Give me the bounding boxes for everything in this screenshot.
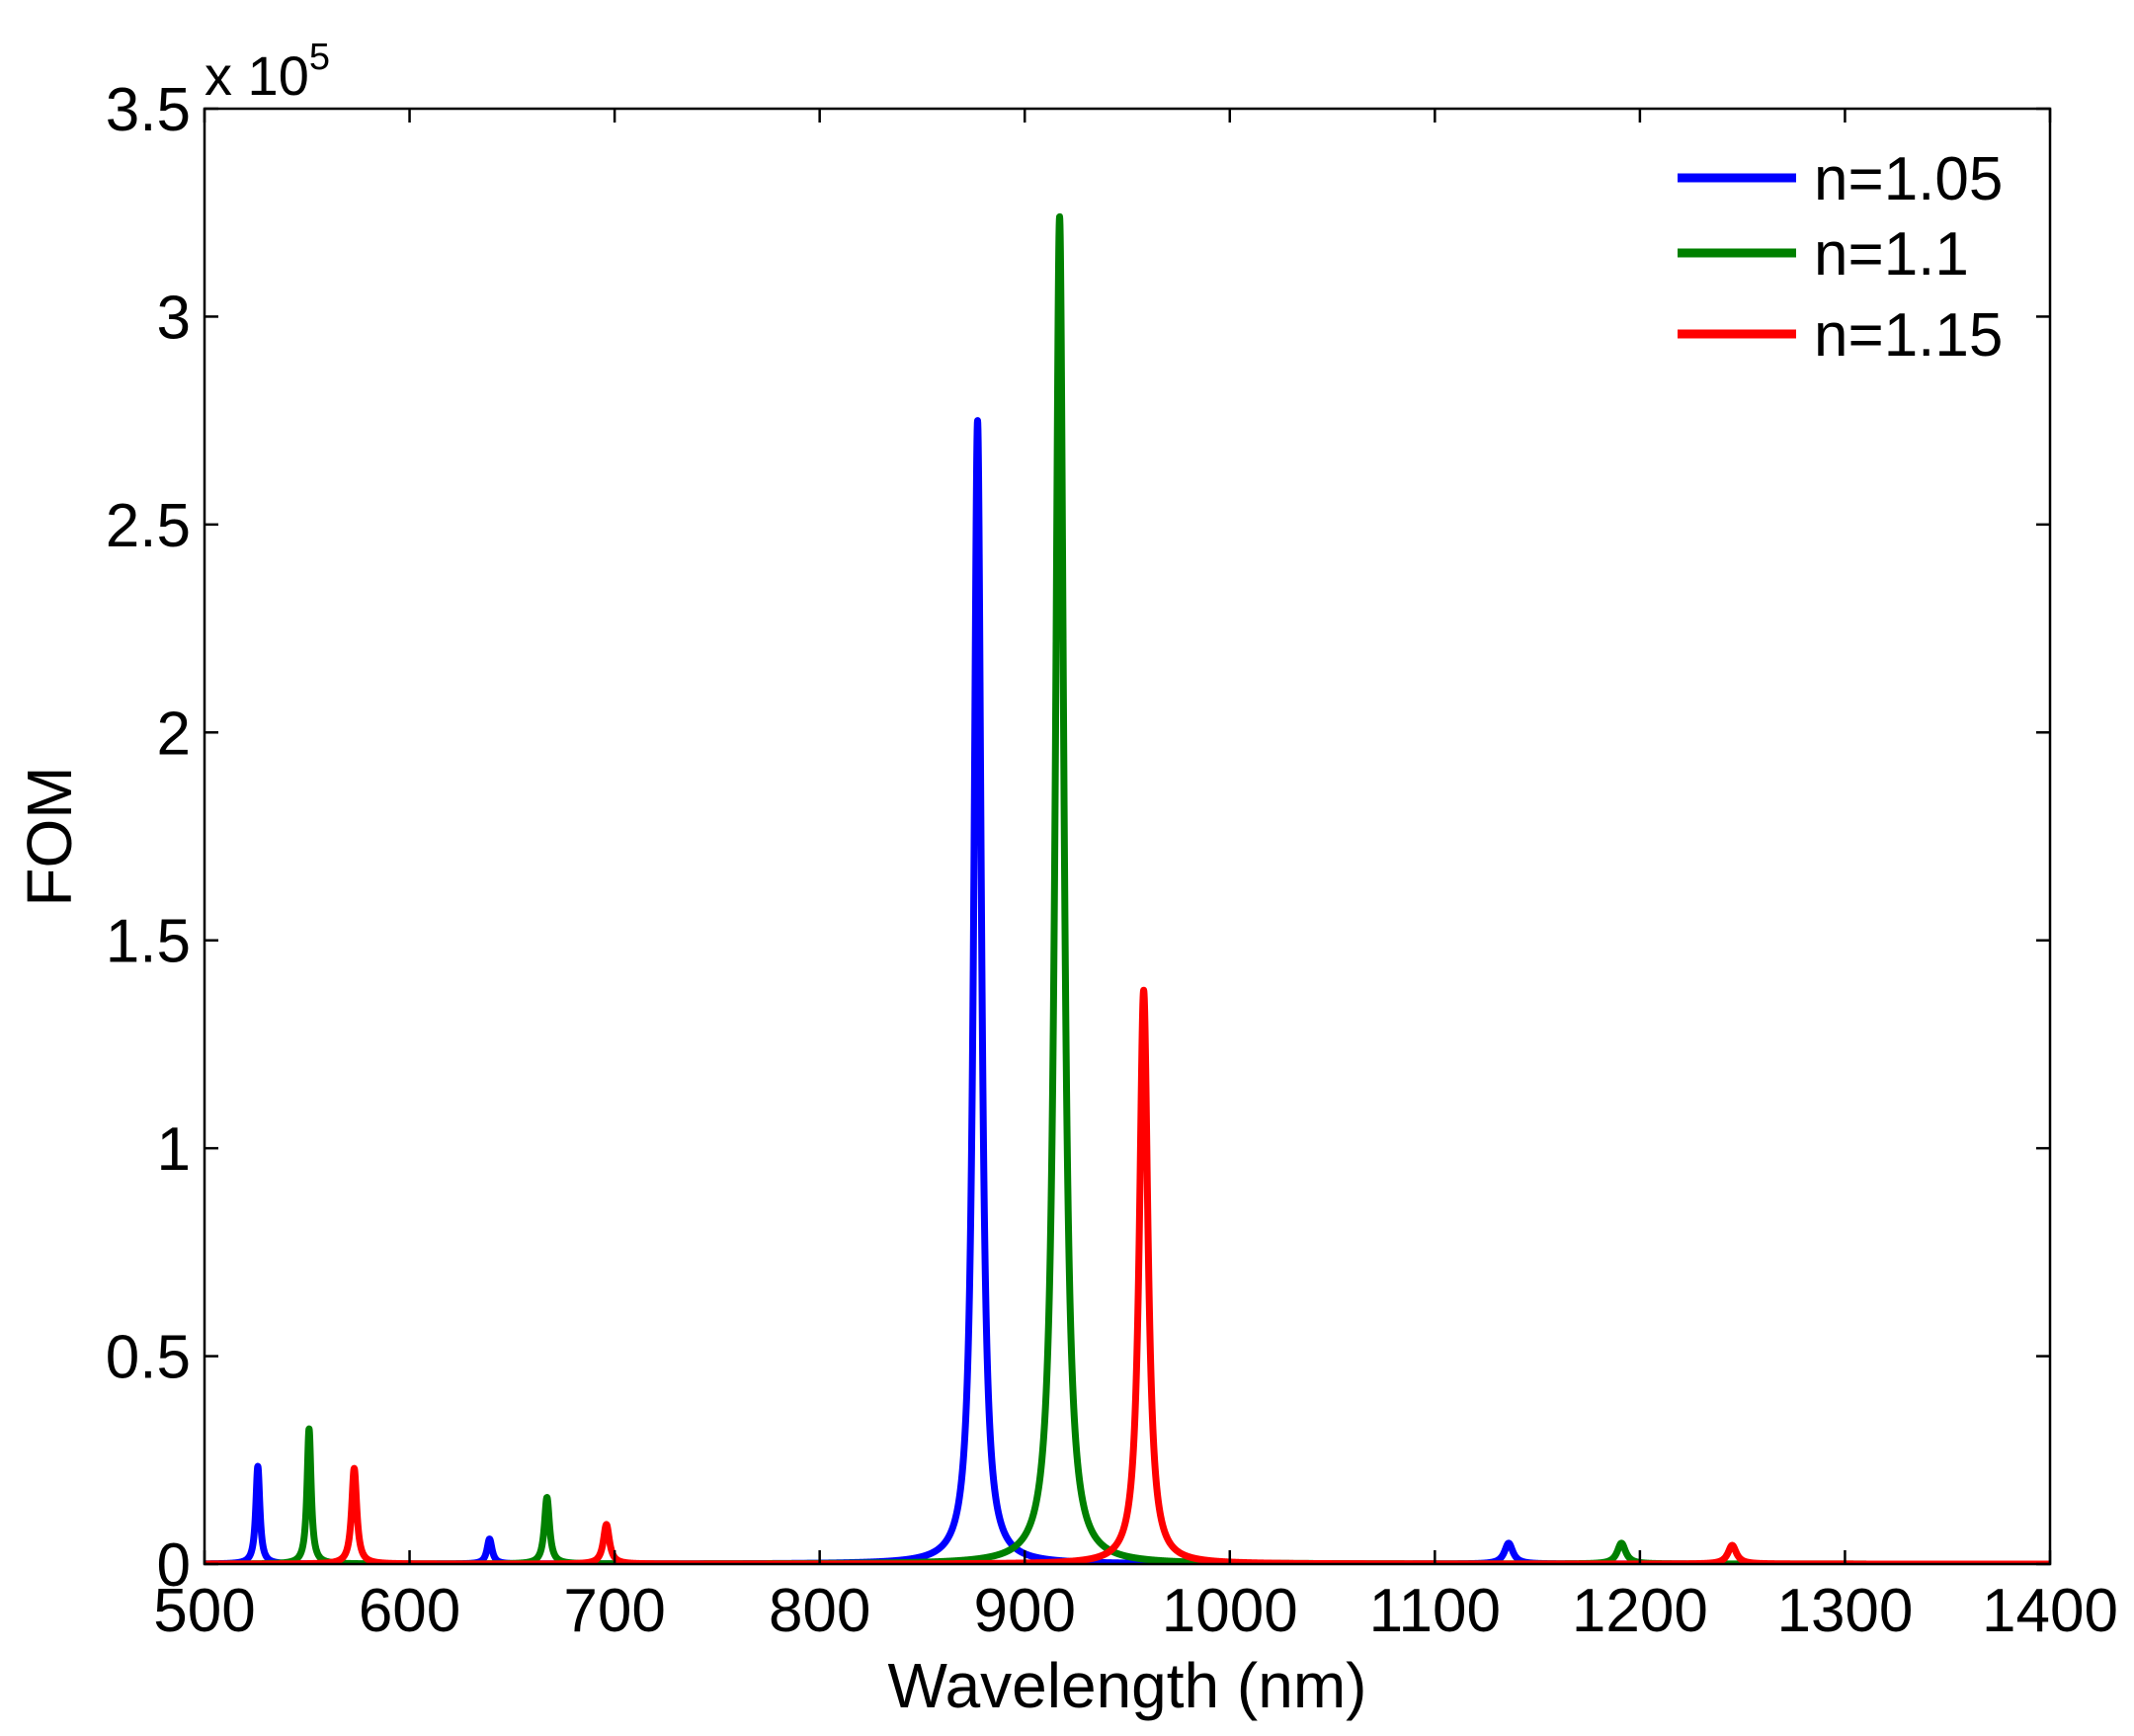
legend-label-2: n=1.1 [1814, 220, 1969, 289]
legend: n=1.05 n=1.1 n=1.15 [1678, 145, 2003, 370]
y-tick-label: 0 [157, 1531, 191, 1600]
y-tick-label: 3.5 [106, 76, 191, 144]
x-tick-label: 1100 [1369, 1577, 1501, 1645]
y-tick-label: 1 [157, 1116, 191, 1184]
plot-area [205, 109, 2050, 1564]
legend-label-3: n=1.15 [1814, 301, 2003, 370]
x-tick-label: 500 [153, 1577, 255, 1645]
x-tick-label: 700 [563, 1577, 665, 1645]
x-tick-label: 900 [973, 1577, 1075, 1645]
legend-label-1: n=1.05 [1814, 145, 2003, 213]
x-tick-label: 1400 [1982, 1577, 2118, 1645]
x-tick-label: 1000 [1162, 1577, 1298, 1645]
x-tick-label: 800 [769, 1577, 870, 1645]
x-tick-label: 600 [359, 1577, 460, 1645]
x-tick-label: 1200 [1572, 1577, 1708, 1645]
y-axis-title: FOM [14, 766, 85, 906]
y-tick-label: 3 [157, 284, 191, 352]
tick-labels-layer: 500 600 700 800 900 1000 1100 1200 1300 1400 0 0.5 1… [106, 76, 2118, 1645]
y-axis-exponent-prefix: x 10 [205, 44, 309, 107]
y-tick-label: 1.5 [106, 908, 191, 976]
y-tick-label: 0.5 [106, 1324, 191, 1392]
x-tick-label: 1300 [1776, 1577, 1913, 1645]
plot-frame [203, 107, 2052, 1566]
x-axis-title: Wavelength (nm) [888, 1650, 1367, 1721]
y-axis-exponent-power: 5 [309, 37, 330, 78]
y-tick-label: 2.5 [106, 492, 191, 560]
ticks-layer [203, 107, 2052, 1566]
y-tick-label: 2 [157, 700, 191, 768]
y-axis-exponent: x 105 [205, 37, 330, 107]
